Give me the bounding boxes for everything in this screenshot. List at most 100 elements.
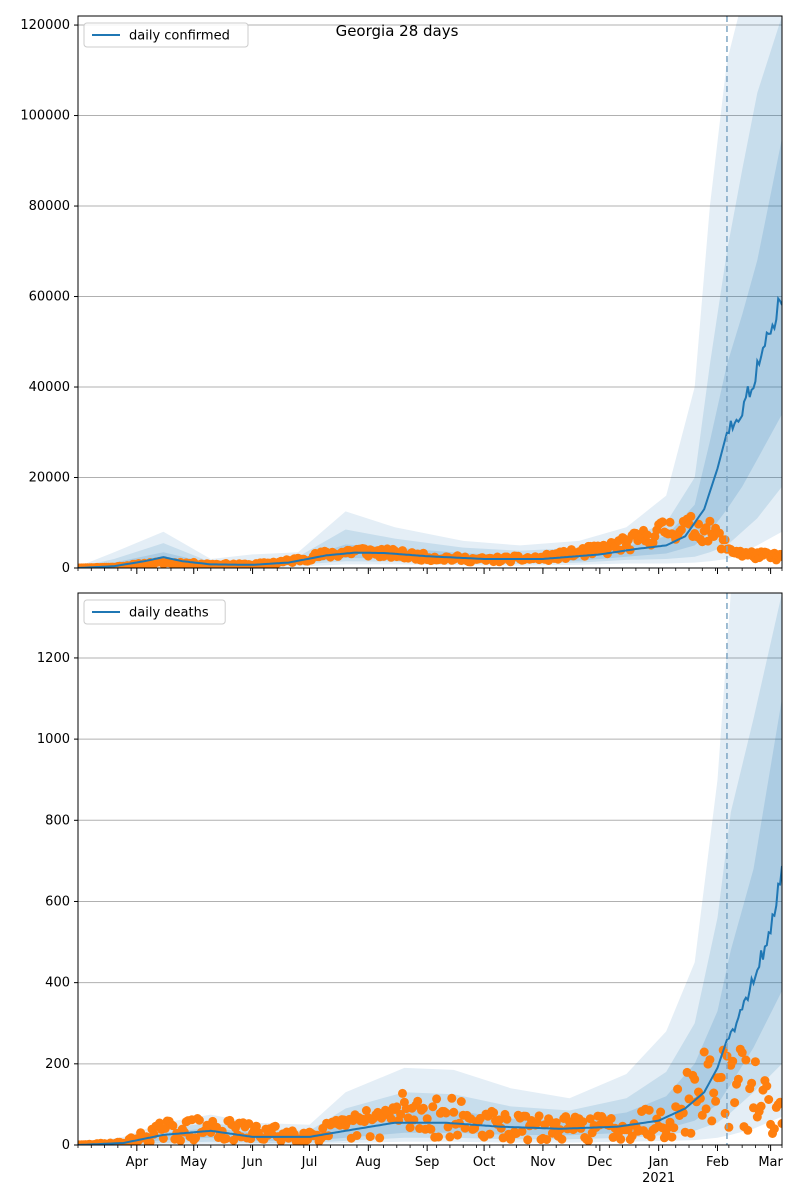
legend: daily deaths	[83, 599, 226, 625]
observed-point	[762, 1081, 772, 1091]
observed-point	[747, 1078, 757, 1088]
observed-point	[658, 517, 667, 527]
observed-point	[705, 516, 715, 526]
x-tick-label: Apr	[126, 1155, 149, 1170]
y-tick-label: 100000	[20, 109, 70, 124]
legend-label: daily deaths	[129, 606, 209, 621]
observed-point	[542, 1135, 552, 1144]
observed-point	[398, 1088, 407, 1098]
observed-point	[485, 1129, 495, 1139]
observed-point	[669, 1123, 679, 1133]
y-tick-label: 800	[45, 813, 70, 828]
x-tick-label: Dec	[587, 1155, 612, 1170]
observed-point	[352, 1131, 362, 1140]
x-tick-label: Jun	[241, 1155, 262, 1170]
observed-point	[447, 1093, 457, 1103]
observed-point	[445, 1132, 455, 1142]
y-tick-label: 0	[62, 1138, 70, 1153]
x-tick-label: Jan	[648, 1155, 669, 1170]
observed-point	[676, 525, 686, 535]
observed-point	[616, 1134, 626, 1144]
uncertainty-band-1	[78, 593, 782, 1145]
observed-point	[690, 1074, 700, 1084]
observed-point	[737, 1048, 747, 1058]
observed-point	[496, 1123, 506, 1133]
observed-point	[386, 1114, 396, 1124]
observed-point	[460, 1123, 470, 1133]
observed-point	[606, 1114, 616, 1123]
x-tick-year-label: 2021	[642, 1171, 675, 1186]
observed-point	[665, 517, 675, 527]
observed-point	[551, 1118, 561, 1128]
observed-point	[684, 1094, 694, 1104]
observed-point	[709, 1088, 719, 1098]
observed-point	[441, 1108, 451, 1118]
observed-point	[443, 1122, 453, 1132]
observed-point	[145, 1137, 155, 1145]
observed-point	[557, 1134, 567, 1144]
y-tick-label: 1200	[37, 651, 70, 666]
observed-point	[413, 1096, 423, 1106]
y-tick-label: 80000	[29, 199, 70, 214]
y-tick-label: 120000	[20, 18, 70, 33]
observed-point	[733, 1074, 743, 1084]
observed-point	[221, 1134, 231, 1144]
observed-point	[583, 1136, 593, 1145]
observed-point	[502, 1114, 512, 1124]
observed-point	[764, 1095, 774, 1104]
observed-point	[777, 552, 782, 562]
y-tick-label: 1000	[37, 732, 70, 747]
observed-point	[644, 1105, 654, 1115]
observed-point	[673, 1084, 683, 1094]
observed-point	[432, 1094, 442, 1104]
x-tick-label: Feb	[706, 1155, 729, 1170]
uncertainty-band-0	[78, 16, 782, 568]
uncertainty-band-1	[78, 16, 782, 568]
observed-point	[392, 1102, 402, 1112]
x-tick-label: Oct	[473, 1155, 495, 1170]
observed-point	[686, 511, 696, 521]
observed-point	[646, 1132, 656, 1142]
observed-point	[449, 1107, 459, 1117]
observed-point	[375, 1133, 385, 1143]
observed-point	[422, 1114, 432, 1124]
observed-point	[769, 1124, 779, 1134]
observed-point	[642, 530, 652, 540]
observed-point	[701, 523, 711, 533]
deaths-panel: 0 200 400 600 800 1000 1200 Apr May Jun Jul Aug Sep O…	[37, 592, 784, 1186]
observed-point	[720, 1108, 730, 1118]
y-tick-label: 40000	[29, 380, 70, 395]
observed-point	[523, 1135, 533, 1145]
observed-point	[453, 1130, 462, 1140]
x-tick-label: Sep	[415, 1155, 440, 1170]
observed-point	[716, 1072, 726, 1082]
observed-point	[728, 1056, 738, 1066]
x-tick-label: Nov	[530, 1155, 556, 1170]
observed-point	[775, 1097, 782, 1107]
y-tick-label: 400	[45, 976, 70, 991]
observed-point	[244, 1119, 254, 1129]
observed-point	[489, 1108, 499, 1118]
observed-point	[711, 1096, 721, 1106]
y-tick-label: 0	[62, 561, 70, 576]
observed-point	[578, 1117, 588, 1127]
observed-point	[365, 1132, 375, 1142]
observed-point	[494, 1115, 504, 1125]
observed-point	[623, 1124, 633, 1134]
observed-point	[456, 1097, 466, 1106]
observed-point	[361, 1106, 371, 1115]
x-tick-label: Mar	[758, 1155, 783, 1170]
observed-point	[534, 1111, 544, 1121]
y-tick-label: 200	[45, 1057, 70, 1072]
legend: daily confirmed	[83, 22, 249, 48]
observed-point	[194, 1115, 204, 1125]
observed-point	[428, 1102, 438, 1112]
y-tick-label: 600	[45, 894, 70, 909]
observed-point	[434, 1132, 443, 1142]
observed-point	[405, 1123, 415, 1133]
model-line	[78, 295, 782, 568]
observed-point	[276, 1136, 286, 1145]
observed-point	[270, 1121, 280, 1131]
observed-point	[585, 1114, 595, 1124]
x-tick-label: Aug	[356, 1155, 381, 1170]
